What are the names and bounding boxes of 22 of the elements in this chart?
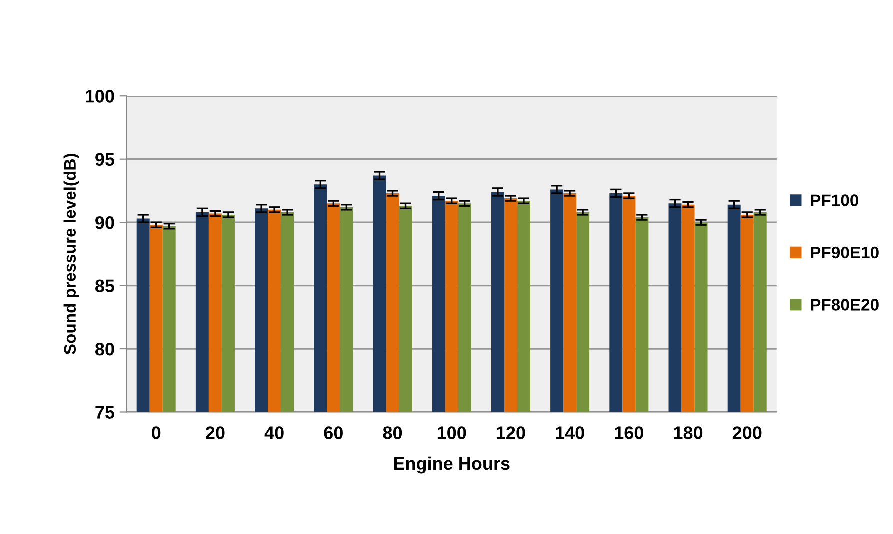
x-tick-label: 180 xyxy=(674,426,703,440)
y-tick-label: 95 xyxy=(96,153,114,166)
x-tick-label: 100 xyxy=(438,426,466,440)
y-tick-label: 75 xyxy=(96,406,114,419)
y-tick-label: 80 xyxy=(95,342,114,356)
x-tick-label: 80 xyxy=(383,426,402,440)
x-tick-label: 20 xyxy=(206,426,225,440)
x-tick-label: 160 xyxy=(615,426,644,440)
legend-label: PF80E20 xyxy=(811,299,879,311)
x-tick-label: 40 xyxy=(264,426,284,440)
x-axis-title: Engine Hours xyxy=(394,456,510,474)
x-tick-label: 200 xyxy=(732,426,762,440)
legend-label: PF90E10 xyxy=(811,246,879,259)
x-tick-label: 0 xyxy=(152,426,161,440)
y-tick-label: 85 xyxy=(95,280,114,293)
x-tick-label: 120 xyxy=(497,426,526,440)
y-tick-label: 90 xyxy=(96,216,114,230)
legend-label: PF100 xyxy=(811,194,858,206)
x-tick-label: 60 xyxy=(324,426,343,440)
x-tick-label: 140 xyxy=(556,426,584,440)
y-axis-title: Sound pressure level(dB) xyxy=(64,154,80,355)
y-tick-label: 100 xyxy=(86,90,114,103)
